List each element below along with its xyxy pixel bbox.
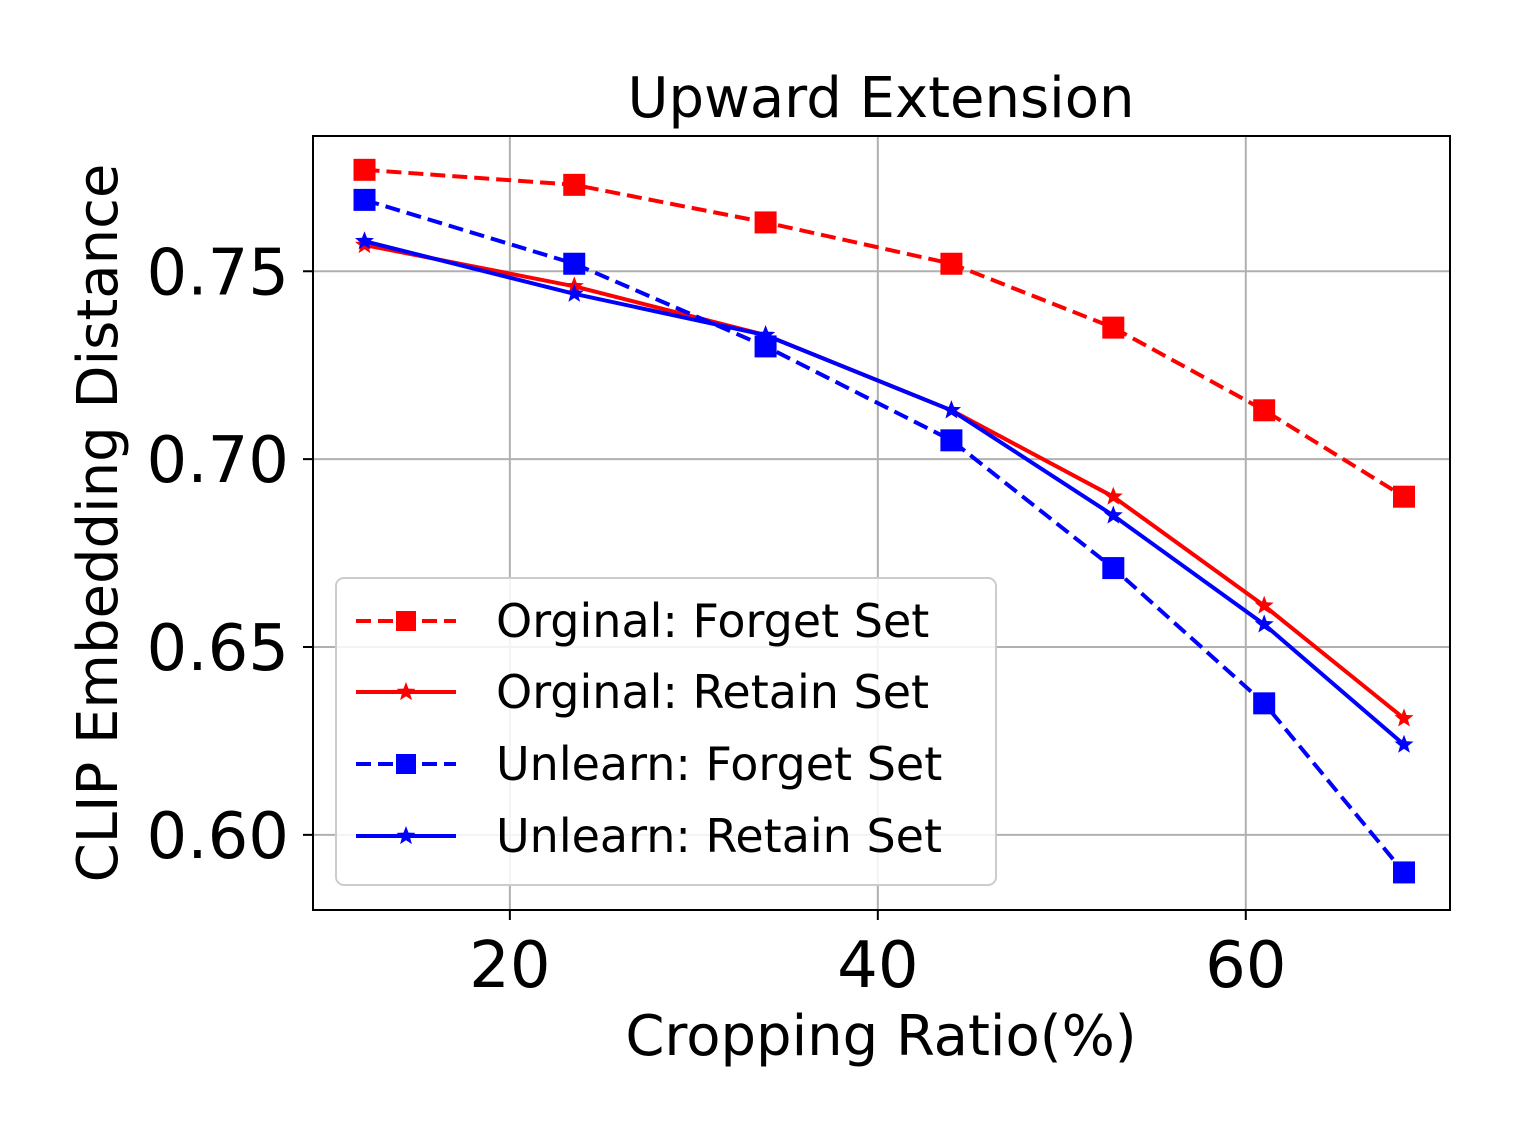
- legend-marker: [396, 682, 416, 701]
- legend-label: Unlearn: Retain Set: [496, 809, 942, 863]
- data-point: [564, 283, 584, 302]
- legend: Orginal: Forget Set Orginal: Retain Set Un…: [335, 577, 997, 886]
- x-tick-label: 20: [469, 929, 550, 1003]
- data-point: [1394, 708, 1414, 727]
- legend-marker: [396, 611, 416, 631]
- chart-title: Upward Extension: [628, 66, 1135, 131]
- data-point: [940, 252, 963, 275]
- data-point: [754, 211, 777, 234]
- y-tick-label: 0.75: [147, 236, 290, 310]
- legend-entry: Unlearn: Forget Set: [356, 737, 942, 791]
- legend-label: Unlearn: Forget Set: [496, 737, 942, 791]
- y-tick-label: 0.65: [147, 612, 290, 686]
- legend-entry: Orginal: Forget Set: [356, 594, 929, 648]
- x-tick-label: 40: [837, 929, 918, 1003]
- data-point: [1394, 734, 1414, 753]
- data-point: [1102, 316, 1125, 339]
- x-tick-label: 60: [1205, 929, 1286, 1003]
- data-point: [1103, 486, 1123, 505]
- data-point: [754, 335, 777, 358]
- data-point: [353, 158, 376, 181]
- data-point: [756, 325, 776, 344]
- data-point: [563, 173, 586, 196]
- plot-frame: [312, 135, 1451, 911]
- data-point: [941, 400, 961, 419]
- legend-label: Orginal: Retain Set: [496, 665, 929, 719]
- tick-layer: 20 40 60 0.60 0.65 0.70 0.75: [147, 236, 1287, 1003]
- series-layer: [353, 158, 1416, 884]
- data-point: [940, 429, 963, 452]
- data-point: [563, 252, 586, 275]
- data-point: [1393, 485, 1416, 508]
- legend-marker: [396, 826, 416, 845]
- legend-entry: Unlearn: Retain Set: [356, 809, 942, 863]
- data-point: [1102, 557, 1125, 580]
- x-axis-label: Cropping Ratio(%): [625, 1004, 1136, 1069]
- legend-entry: Orginal: Retain Set: [356, 665, 929, 719]
- y-tick-label: 0.60: [147, 800, 290, 874]
- series-4: [355, 231, 1414, 753]
- legend-box: [335, 577, 997, 886]
- data-point: [1253, 692, 1276, 715]
- legend-marker: [396, 754, 416, 774]
- legend-label: Orginal: Forget Set: [496, 594, 929, 648]
- data-point: [353, 188, 376, 211]
- y-axis-label: CLIP Embedding Distance: [66, 164, 131, 883]
- data-point: [1254, 595, 1274, 614]
- series-1: [353, 158, 1416, 508]
- data-point: [1103, 505, 1123, 524]
- data-point: [1254, 614, 1274, 633]
- series-3: [353, 188, 1416, 884]
- y-tick-label: 0.70: [147, 424, 290, 498]
- data-point: [1253, 399, 1276, 422]
- data-point: [355, 231, 374, 250]
- data-point: [1393, 861, 1416, 884]
